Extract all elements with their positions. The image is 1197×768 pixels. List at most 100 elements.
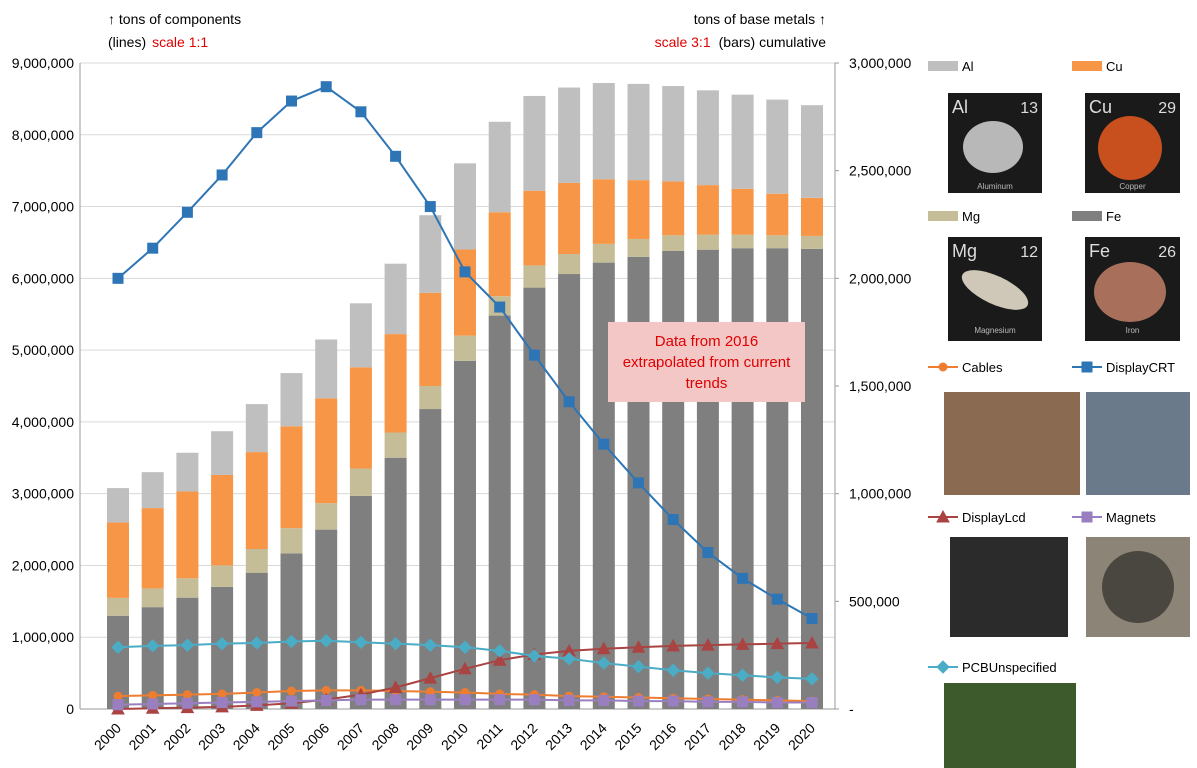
marker	[563, 694, 575, 706]
bar	[280, 426, 303, 529]
tile-number: 29	[1158, 100, 1176, 117]
bar	[349, 468, 372, 496]
photo-fe-metal	[1094, 262, 1166, 322]
photo-al-metal	[963, 121, 1023, 173]
marker	[527, 649, 542, 663]
bar	[662, 86, 685, 182]
marker	[771, 697, 783, 709]
marker	[286, 95, 297, 107]
bar	[245, 452, 268, 550]
legend-label: Fe	[1106, 209, 1121, 224]
marker	[562, 652, 576, 666]
photo-magnet-disc	[1102, 551, 1174, 623]
y2-tick-label: -	[849, 701, 854, 717]
bar	[454, 249, 476, 336]
bar	[558, 87, 581, 183]
marker	[423, 638, 438, 652]
bar	[592, 179, 615, 244]
marker	[287, 686, 296, 696]
marker	[286, 695, 297, 707]
marker	[113, 691, 123, 701]
bar	[731, 94, 754, 189]
marker	[806, 613, 818, 625]
bar	[384, 263, 407, 335]
y2-tick-label: 1,000,000	[849, 486, 911, 502]
marker	[216, 169, 228, 181]
bar	[280, 553, 303, 709]
legend-label: Al	[962, 59, 974, 74]
x-tick-label: 2018	[715, 720, 748, 753]
bar	[558, 254, 581, 275]
tile-name: Copper	[1119, 182, 1146, 191]
marker	[181, 697, 193, 709]
legend-label: DisplayLcd	[962, 510, 1026, 525]
y-tick-label: 6,000,000	[12, 270, 74, 286]
marker	[251, 127, 263, 139]
y2-tick-label: 3,000,000	[849, 55, 911, 71]
y2-tick-label: 1,500,000	[849, 378, 911, 394]
marker	[458, 661, 472, 675]
bar	[141, 472, 164, 509]
photo-cables	[944, 392, 1080, 495]
y-tick-label: 1,000,000	[12, 629, 74, 645]
bar	[766, 99, 789, 194]
marker	[424, 201, 436, 213]
marker	[181, 206, 193, 218]
series-line	[112, 81, 818, 625]
marker	[528, 694, 540, 706]
bar	[696, 234, 719, 250]
y2-tick-label: 2,500,000	[849, 163, 911, 179]
bar	[801, 235, 823, 249]
marker	[806, 697, 818, 709]
bar	[107, 597, 129, 616]
marker	[936, 660, 950, 674]
y2-tick-label: 2,000,000	[849, 270, 911, 286]
marker	[666, 663, 680, 677]
bar	[454, 335, 476, 361]
tile-name: Magnesium	[974, 326, 1016, 335]
bar	[245, 404, 268, 453]
marker	[320, 81, 332, 93]
bar	[488, 315, 511, 709]
marker	[390, 694, 402, 706]
tile-name: Aluminum	[977, 182, 1013, 191]
bar	[592, 83, 615, 180]
y-tick-label: 5,000,000	[12, 342, 74, 358]
bar	[176, 452, 199, 492]
marker	[423, 671, 438, 684]
marker	[216, 697, 228, 709]
y2-note: scale 3:1 (bars) cumulative	[655, 34, 827, 50]
tile-number: 13	[1020, 100, 1038, 117]
bar	[696, 90, 719, 186]
x-tick-label: 2007	[334, 720, 367, 753]
marker	[805, 635, 819, 649]
x-tick-label: 2000	[91, 720, 124, 753]
marker	[598, 438, 610, 450]
photo-pcb	[944, 683, 1076, 768]
photo-mg-metal	[961, 270, 1029, 310]
photo-cu-metal	[1098, 116, 1162, 180]
marker	[182, 690, 192, 700]
bar	[523, 95, 546, 191]
x-tick-label: 2014	[577, 720, 610, 753]
y-tick-label: 7,000,000	[12, 199, 74, 215]
bar	[801, 105, 823, 198]
bar	[696, 185, 719, 235]
marker	[494, 301, 506, 313]
x-tick-label: 2013	[542, 720, 575, 753]
bar	[315, 398, 338, 504]
legend-label: Cables	[962, 360, 1003, 375]
bar	[315, 529, 338, 709]
bar	[419, 386, 442, 410]
marker	[805, 672, 819, 686]
marker	[145, 639, 160, 653]
legend-entry: PCBUnspecified	[928, 660, 1057, 675]
marker	[633, 695, 644, 707]
bar	[176, 491, 199, 579]
bar	[141, 508, 164, 589]
tile-symbol: Fe	[1089, 241, 1110, 261]
tile-symbol: Mg	[952, 241, 977, 261]
x-tick-label: 2005	[264, 720, 297, 753]
marker	[320, 694, 332, 706]
